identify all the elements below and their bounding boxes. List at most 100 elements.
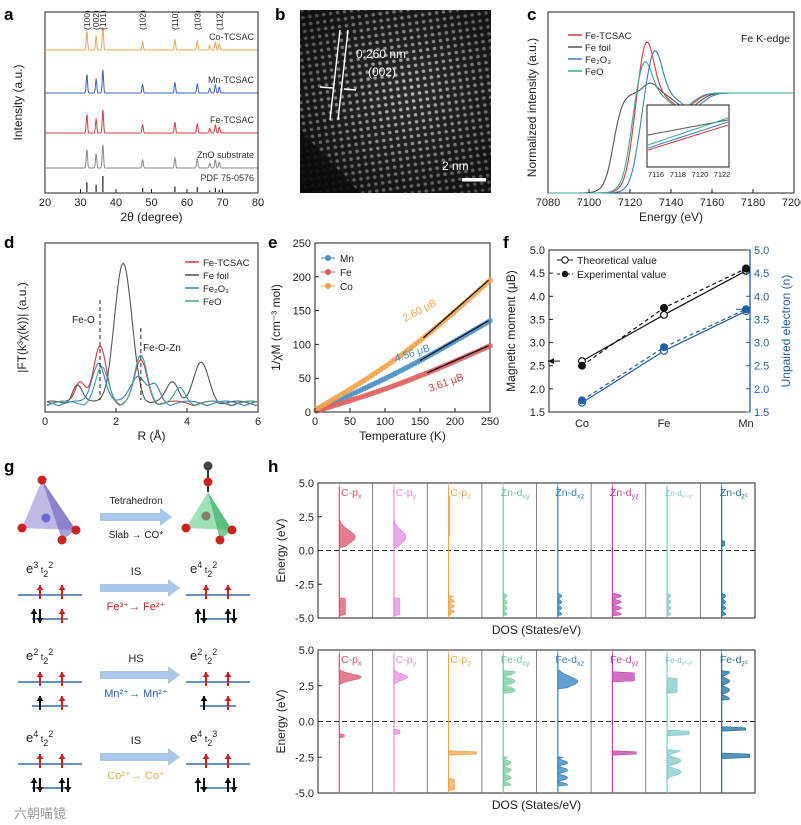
watermark-text: 六朝喵镜 bbox=[14, 806, 66, 821]
dos-curve-5 bbox=[557, 482, 563, 619]
y-tick-label: 2.5 bbox=[299, 681, 314, 693]
y-tick-label: 0 bbox=[305, 407, 311, 419]
spin-up-arrow-head bbox=[224, 585, 232, 590]
x-axis-label: Temperature (K) bbox=[359, 429, 446, 443]
x-tick-label: 20 bbox=[39, 197, 51, 209]
spin-up-arrow-head bbox=[194, 778, 202, 783]
spin-up-arrow-head bbox=[36, 754, 44, 759]
x-tick-label: 7160 bbox=[700, 197, 724, 209]
spin-up-arrow-head bbox=[224, 754, 232, 759]
dos-curve-2 bbox=[393, 482, 407, 619]
spin-down-arrow-head bbox=[230, 787, 238, 792]
dos-curve-3 bbox=[448, 649, 477, 794]
spin-up-arrow-head bbox=[58, 696, 66, 701]
data-point-mn bbox=[487, 317, 493, 324]
dos-label-8: Fe-dz² bbox=[720, 654, 748, 668]
x-tick-label: 70 bbox=[216, 197, 228, 209]
annotation-fe-o-zn: Fe-O-Zn bbox=[143, 343, 181, 354]
xrd-legend-3: Fe-TCSAC bbox=[210, 115, 255, 125]
x-tick-label: 7200 bbox=[782, 197, 801, 209]
panel-letter-e: e bbox=[268, 233, 277, 252]
y-axis-label: |FT(k³χ(k))| (a.u.) bbox=[15, 282, 29, 373]
y-tick-label: 5.0 bbox=[299, 478, 314, 490]
spin-arrow-2 bbox=[100, 666, 180, 684]
series-point-1 bbox=[659, 310, 668, 319]
legend-label-4: FeO bbox=[203, 297, 221, 308]
y-tick-label: 0.0 bbox=[299, 717, 314, 729]
inset-tick-label: 7120 bbox=[692, 170, 709, 179]
panel-letter-a: a bbox=[4, 5, 14, 24]
y-axis-label: Energy (eV) bbox=[274, 518, 288, 582]
panel-h-dos: C-px C-py C-pz Zn-dxy Zn-dxz Zn-dyz Zn-dx²-y² Z… bbox=[274, 478, 756, 812]
y-tick-label-right: 3.5 bbox=[754, 314, 769, 326]
x-tick-label: 50 bbox=[145, 197, 157, 209]
left-arrowhead bbox=[548, 358, 554, 365]
peak-label-4: (102) bbox=[138, 10, 148, 30]
plot-frame bbox=[44, 242, 259, 413]
dos-curve-7 bbox=[666, 482, 672, 619]
x-tick-label: 100 bbox=[376, 416, 394, 428]
x-tick-label: 7080 bbox=[536, 197, 560, 209]
transition-1: Fe³⁺→ Fe²⁺ bbox=[107, 601, 166, 613]
y-tick-label: -2.5 bbox=[295, 579, 314, 591]
plane-label: (002) bbox=[368, 65, 396, 79]
y-tick-label-left: 4.0 bbox=[530, 291, 545, 303]
x-tick-label: 250 bbox=[481, 416, 499, 428]
legend-label-3: Co bbox=[340, 282, 353, 293]
legend-label-3: Fe₂O₃ bbox=[203, 284, 229, 295]
y-tick-label: 200 bbox=[293, 272, 311, 284]
transition-3: Co²⁺→ Co⁺ bbox=[107, 770, 165, 782]
x-axis-label: DOS (States/eV) bbox=[492, 623, 581, 637]
category-label: Fe bbox=[658, 418, 671, 430]
pdf-label: PDF 75-0576 bbox=[200, 173, 254, 183]
exafs-series-1 bbox=[46, 345, 258, 407]
y-axis-label: 1/χM (cm⁻³ mol) bbox=[269, 284, 283, 371]
atom-left bbox=[41, 513, 51, 523]
dos-label-2: C-py bbox=[396, 487, 417, 501]
atom-right bbox=[203, 461, 213, 471]
series-line-4 bbox=[581, 308, 747, 401]
series-point-2 bbox=[659, 303, 668, 312]
dos-curve-6 bbox=[612, 482, 622, 619]
dos-label-1: C-px bbox=[341, 654, 362, 668]
y-tick-label-right: 2.5 bbox=[754, 361, 769, 373]
process-arrow bbox=[100, 508, 172, 526]
dos-label-1: C-px bbox=[341, 487, 362, 501]
x-axis-label: 2θ (degree) bbox=[120, 210, 182, 224]
dos-curve-3 bbox=[448, 482, 456, 619]
transition-2: Mn²⁺→ Mn²⁺ bbox=[104, 688, 168, 700]
x-tick-label: 7140 bbox=[659, 197, 683, 209]
inset-frame bbox=[646, 104, 730, 168]
peak-label-3: (101) bbox=[98, 10, 108, 30]
spin-down-arrow-head bbox=[200, 787, 208, 792]
spin-arrow-1 bbox=[100, 579, 180, 597]
spin-up-arrow-head bbox=[30, 778, 38, 783]
d-spacing-label: 0.260 nm bbox=[356, 47, 406, 61]
category-label: Mn bbox=[738, 418, 753, 430]
series-point-2 bbox=[741, 264, 750, 273]
config-left-3: e4 t22 bbox=[26, 729, 53, 748]
dos-label-2: C-py bbox=[396, 654, 417, 668]
dos-label-6: Zn-dyz bbox=[610, 487, 639, 501]
y-tick-label-left: 4.5 bbox=[530, 268, 545, 280]
y-tick-label-left: 3.0 bbox=[530, 338, 545, 350]
dos-curve-7 bbox=[666, 649, 690, 794]
dos-curve-4 bbox=[502, 482, 508, 619]
dos-curve-8 bbox=[721, 649, 750, 794]
x-tick-label: 7100 bbox=[577, 197, 601, 209]
exafs-series-2 bbox=[46, 262, 257, 406]
spin-down-arrow-head bbox=[64, 787, 72, 792]
exafs-series-3 bbox=[46, 362, 258, 407]
spin-down-arrow-head bbox=[230, 618, 238, 623]
panel-d-exafs: Fe-TCSAC Fe foil Fe₂O₃ FeO Fe-O Fe-O-Zn 0 2 4 6 R … bbox=[15, 242, 261, 443]
spin-down-arrow-head bbox=[36, 787, 44, 792]
xrd-legend-1: Co-TCSAC bbox=[209, 32, 255, 42]
x-tick-label: 7180 bbox=[741, 197, 765, 209]
x-axis-label: DOS (States/eV) bbox=[492, 798, 581, 812]
series-point-4 bbox=[659, 343, 668, 352]
inset-line-3 bbox=[647, 121, 729, 149]
dos-label-7: Fe-dx²-y² bbox=[665, 656, 693, 667]
spin-up-arrow-head bbox=[36, 672, 44, 677]
spin-up-arrow-head bbox=[224, 672, 232, 677]
